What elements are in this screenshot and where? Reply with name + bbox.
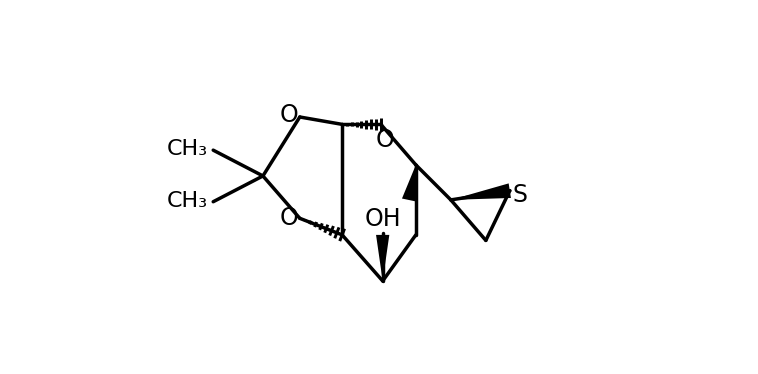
Text: O: O <box>280 206 298 230</box>
Text: CH₃: CH₃ <box>167 140 208 159</box>
Text: CH₃: CH₃ <box>167 191 208 211</box>
Text: OH: OH <box>365 207 402 231</box>
Polygon shape <box>451 183 511 200</box>
Polygon shape <box>376 235 390 281</box>
Text: O: O <box>280 103 298 127</box>
Text: O: O <box>375 128 394 152</box>
Polygon shape <box>402 165 416 201</box>
Text: S: S <box>512 183 528 207</box>
